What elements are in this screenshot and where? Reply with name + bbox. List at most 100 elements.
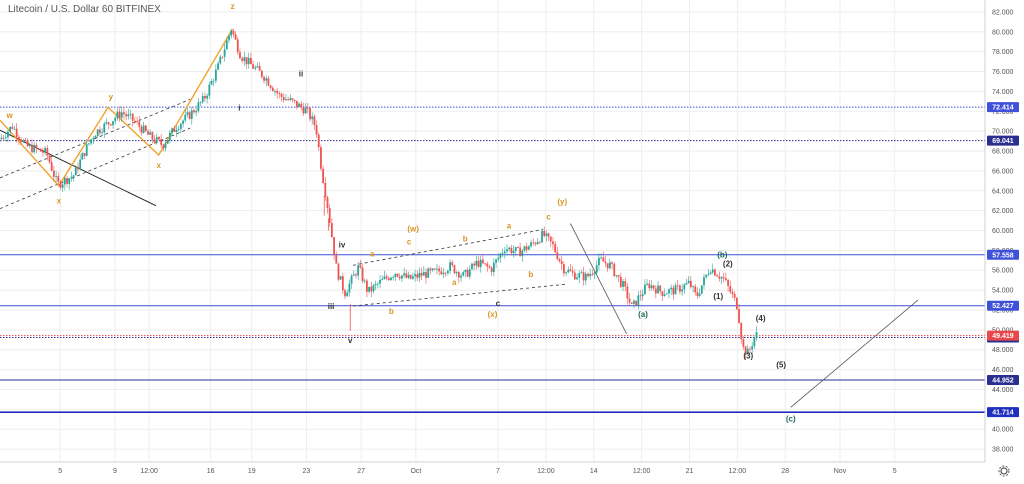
candle-body <box>615 275 618 277</box>
candle-body <box>136 121 138 123</box>
settings-gear-icon[interactable] <box>998 465 1010 477</box>
candle-body <box>584 273 587 281</box>
candle-body <box>112 121 114 126</box>
candle-body <box>35 145 38 149</box>
candle-body <box>120 112 123 118</box>
candle-body <box>405 273 408 278</box>
candle-body <box>153 139 156 143</box>
candle-body <box>447 271 449 274</box>
candle-body <box>355 274 357 276</box>
candle-body <box>260 70 263 77</box>
candle-body <box>20 139 22 142</box>
candle-body <box>648 283 651 289</box>
candle-body <box>751 346 754 350</box>
candle-body <box>698 293 701 297</box>
candle-body <box>348 283 351 293</box>
candle-body <box>670 287 673 290</box>
candle-body <box>753 337 756 347</box>
candle-body <box>735 297 738 310</box>
y-tick-label: 38.000 <box>992 447 1014 454</box>
candle-body <box>24 140 27 142</box>
wave-label: c <box>407 237 412 246</box>
candle-body <box>274 90 276 92</box>
candle-body <box>490 267 493 272</box>
candle-body <box>613 263 616 277</box>
wave-label: c <box>546 213 551 222</box>
candle-body <box>578 273 581 278</box>
candle-body <box>681 289 684 292</box>
wave-label: (w) <box>407 224 419 233</box>
x-tick-label: 5 <box>58 468 62 475</box>
candle-body <box>370 286 373 292</box>
x-tick-label: Nov <box>834 468 847 475</box>
candle-body <box>527 246 530 250</box>
wave-label: b <box>389 307 394 316</box>
candle-body <box>142 125 145 133</box>
candle-body <box>396 273 399 277</box>
candle-body <box>512 250 515 254</box>
candle-body <box>705 274 708 278</box>
candle-body <box>679 285 681 292</box>
candle-body <box>179 123 182 129</box>
y-tick-label: 48.000 <box>992 347 1014 354</box>
candle-body <box>556 252 559 260</box>
candle-body <box>534 242 537 245</box>
candle-body <box>214 69 217 81</box>
candle-body <box>258 66 261 71</box>
candle-body <box>554 244 557 253</box>
candle-body <box>390 277 392 281</box>
candle-body <box>420 272 423 276</box>
candle-body <box>114 118 117 122</box>
candle-body <box>530 242 532 247</box>
y-tick-label: 66.000 <box>992 168 1014 175</box>
candle-body <box>188 112 191 119</box>
candle-body <box>164 143 167 149</box>
candle-body <box>683 284 686 290</box>
wave-label: iv <box>339 240 346 249</box>
candle-body <box>532 242 535 244</box>
candle-body <box>298 103 300 107</box>
candle-body <box>538 241 541 243</box>
y-tick-label: 76.000 <box>992 69 1014 76</box>
candle-body <box>471 263 473 270</box>
wave-label: b <box>463 234 468 243</box>
candle-body <box>116 111 119 119</box>
time-axis: 5 9 12:00 16 19 23 27 Oct 7 12:00 14 12:00 21 12:00 28… <box>58 468 897 475</box>
candle-body <box>687 280 690 284</box>
wave-label: (x) <box>488 310 498 319</box>
candle-body <box>749 348 751 350</box>
candle-body <box>291 98 294 100</box>
candle-body <box>169 132 171 140</box>
candle-body <box>74 166 77 176</box>
y-tick-label: 46.000 <box>992 367 1014 374</box>
candle-body <box>285 99 287 101</box>
candle-body <box>372 285 375 292</box>
candle-body <box>416 274 419 278</box>
candle-body <box>709 272 712 275</box>
candle-body <box>4 137 7 139</box>
candle-body <box>155 137 158 143</box>
candle-body <box>322 168 325 183</box>
candle-body <box>247 57 250 65</box>
candle-body <box>700 285 703 294</box>
wave-label: z <box>231 2 235 11</box>
current-price-label: 49.419 <box>992 333 1014 340</box>
candle-body <box>15 128 18 138</box>
candle-body <box>536 241 539 245</box>
candle-body <box>628 298 631 303</box>
wedge-upper-line <box>352 229 544 266</box>
x-tick-label: 16 <box>207 468 215 475</box>
x-tick-label: Oct <box>410 468 421 475</box>
candle-body <box>514 247 517 251</box>
candle-body <box>350 275 353 284</box>
candle-body <box>232 30 235 35</box>
candle-body <box>85 144 88 156</box>
x-tick-label: 12:00 <box>729 468 747 475</box>
candle-body <box>357 265 360 276</box>
candle-body <box>118 111 121 118</box>
candle-body <box>668 289 670 294</box>
y-tick-label: 80.000 <box>992 29 1014 36</box>
candle-body <box>650 285 653 289</box>
